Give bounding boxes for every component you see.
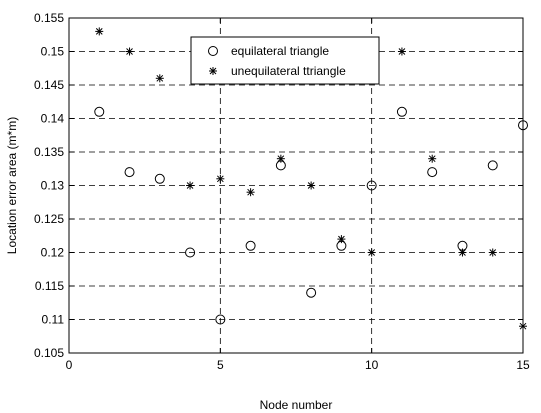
point-circle — [185, 247, 196, 258]
legend: equilateral triangle unequilateral ttria… — [190, 36, 380, 85]
y-tick-label: 0.14 — [41, 112, 65, 126]
point-circle — [396, 106, 407, 117]
legend-marker-asterisk — [209, 67, 217, 75]
point-circle — [306, 287, 317, 298]
y-tick-label: 0.13 — [41, 179, 65, 193]
point-asterisk — [488, 248, 497, 257]
legend-entry-unequilateral: unequilateral ttriangle — [231, 64, 346, 78]
legend-marker-circle — [208, 46, 218, 56]
point-circle — [215, 314, 226, 325]
point-asterisk — [95, 27, 104, 36]
x-tick-label: 0 — [66, 358, 73, 372]
y-tick-label: 0.15 — [41, 45, 65, 59]
plot-frame — [68, 17, 524, 354]
x-axis-label: Node number — [260, 398, 333, 412]
x-tick-label: 5 — [217, 358, 224, 372]
point-circle — [487, 160, 498, 171]
point-asterisk — [186, 181, 195, 190]
legend-box — [190, 36, 380, 85]
point-circle — [245, 240, 256, 251]
point-asterisk — [337, 235, 346, 244]
y-tick-label: 0.11 — [42, 313, 65, 327]
legend-asterisk-icon — [209, 67, 217, 75]
y-tick-label: 0.155 — [34, 11, 64, 25]
point-circle — [427, 167, 438, 178]
x-tick-label: 10 — [365, 358, 379, 372]
legend-circle-icon — [208, 46, 218, 56]
point-asterisk — [246, 188, 255, 197]
legend-entry-equilateral: equilateral triangle — [231, 44, 329, 58]
y-tick-label: 0.135 — [34, 145, 64, 159]
point-circle — [94, 106, 105, 117]
y-tick-label: 0.105 — [34, 346, 64, 360]
point-asterisk — [367, 248, 376, 257]
tick-labels: 0 5 10 15 0.105 0.11 0.115 0.12 0.125 0.13 0.135 0.… — [34, 11, 530, 372]
y-tick-label: 0.145 — [34, 78, 64, 92]
point-asterisk — [307, 181, 316, 190]
point-asterisk — [428, 154, 437, 163]
point-asterisk — [276, 154, 285, 163]
point-asterisk — [125, 47, 134, 56]
point-circle — [124, 167, 135, 178]
y-tick-label: 0.115 — [35, 279, 64, 293]
point-circle — [366, 180, 377, 191]
point-asterisk — [397, 47, 406, 56]
point-asterisk — [216, 174, 225, 183]
y-tick-label: 0.125 — [34, 212, 64, 226]
y-axis-label: Location error area (m*m) — [5, 117, 19, 254]
point-circle — [154, 173, 165, 184]
x-tick-label: 15 — [516, 358, 530, 372]
y-tick-label: 0.12 — [41, 246, 65, 260]
point-asterisk — [155, 74, 164, 83]
point-asterisk — [458, 248, 467, 257]
